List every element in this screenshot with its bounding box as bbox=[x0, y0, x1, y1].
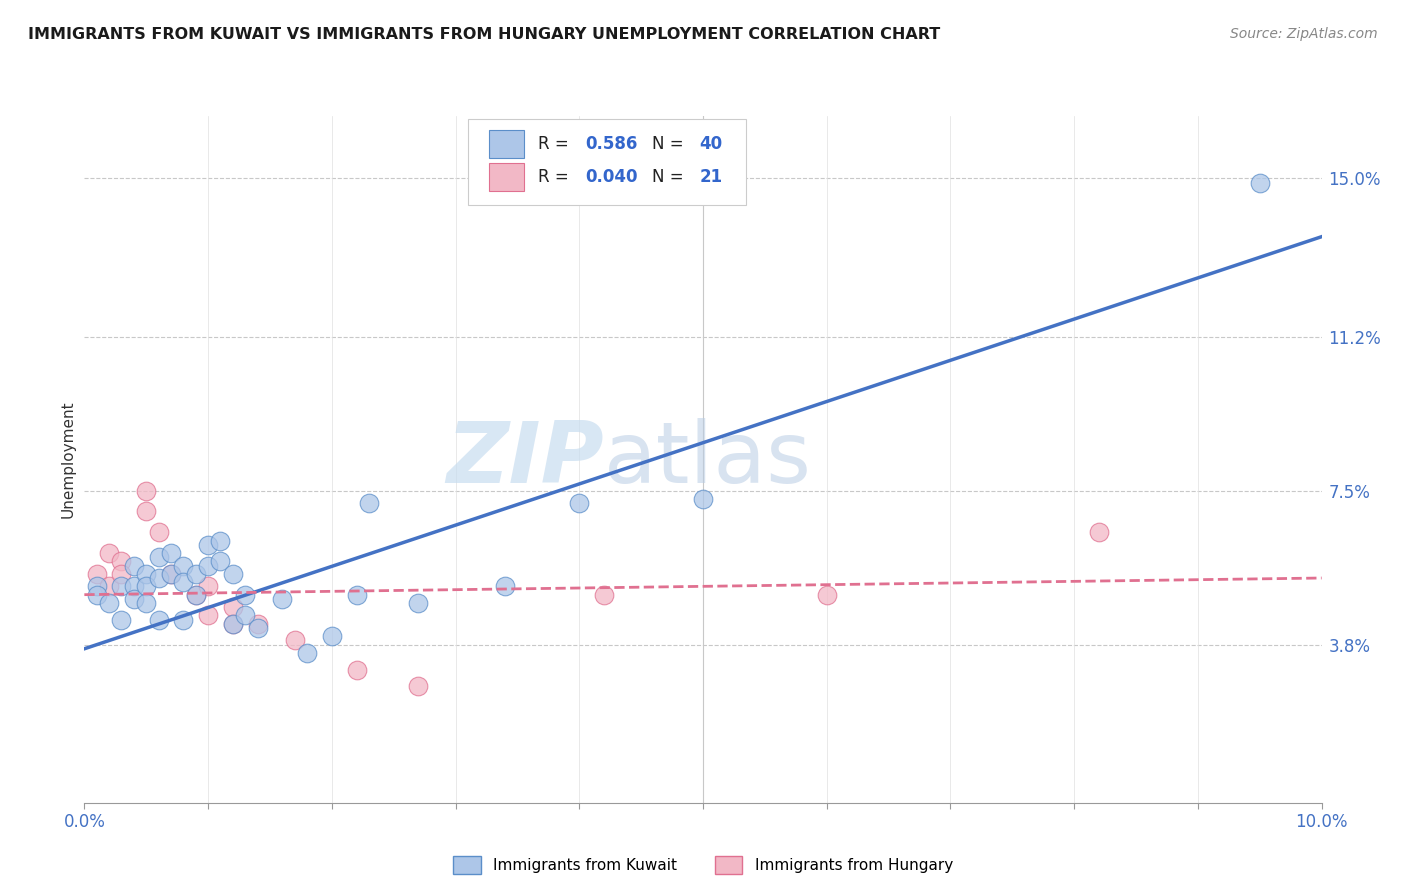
Point bbox=[271, 591, 294, 606]
Text: ZIP: ZIP bbox=[446, 417, 605, 501]
Point bbox=[209, 554, 232, 568]
Point bbox=[222, 600, 245, 615]
Point bbox=[135, 504, 157, 518]
Point bbox=[160, 566, 183, 581]
FancyBboxPatch shape bbox=[489, 163, 523, 191]
Point bbox=[408, 679, 430, 693]
Point bbox=[346, 588, 368, 602]
Point bbox=[209, 533, 232, 548]
Point bbox=[197, 608, 219, 623]
Point bbox=[160, 546, 183, 560]
Point bbox=[184, 588, 207, 602]
Point bbox=[148, 550, 170, 565]
Text: N =: N = bbox=[652, 168, 689, 186]
Point bbox=[110, 566, 132, 581]
Point bbox=[110, 579, 132, 593]
Point bbox=[222, 616, 245, 631]
Point bbox=[110, 613, 132, 627]
Point bbox=[1249, 176, 1271, 190]
Point bbox=[346, 663, 368, 677]
Point bbox=[184, 566, 207, 581]
Point bbox=[98, 579, 121, 593]
Text: 21: 21 bbox=[699, 168, 723, 186]
Point bbox=[160, 566, 183, 581]
Point bbox=[246, 621, 269, 635]
Point bbox=[135, 596, 157, 610]
Point bbox=[1088, 525, 1111, 540]
Point bbox=[233, 608, 256, 623]
Point bbox=[222, 616, 245, 631]
Point bbox=[110, 554, 132, 568]
Point bbox=[692, 491, 714, 506]
Point bbox=[408, 596, 430, 610]
Point bbox=[98, 546, 121, 560]
Point bbox=[86, 566, 108, 581]
Point bbox=[148, 525, 170, 540]
FancyBboxPatch shape bbox=[468, 120, 747, 205]
Text: R =: R = bbox=[538, 135, 575, 153]
FancyBboxPatch shape bbox=[489, 130, 523, 158]
Text: R =: R = bbox=[538, 168, 575, 186]
Point bbox=[135, 483, 157, 498]
Text: 0.586: 0.586 bbox=[585, 135, 638, 153]
Point bbox=[148, 571, 170, 585]
Y-axis label: Unemployment: Unemployment bbox=[60, 401, 76, 518]
Point bbox=[197, 558, 219, 573]
Text: 0.040: 0.040 bbox=[585, 168, 638, 186]
Point bbox=[295, 646, 318, 660]
Point bbox=[222, 566, 245, 581]
Point bbox=[494, 579, 516, 593]
Point bbox=[148, 613, 170, 627]
Point bbox=[172, 558, 194, 573]
Point bbox=[184, 588, 207, 602]
Point bbox=[197, 538, 219, 552]
Point bbox=[122, 591, 145, 606]
Point bbox=[135, 579, 157, 593]
Text: atlas: atlas bbox=[605, 417, 813, 501]
Point bbox=[172, 575, 194, 590]
Text: 40: 40 bbox=[699, 135, 723, 153]
Point bbox=[172, 613, 194, 627]
Point bbox=[357, 496, 380, 510]
Point bbox=[98, 596, 121, 610]
Point bbox=[86, 579, 108, 593]
Point bbox=[135, 566, 157, 581]
Point bbox=[197, 579, 219, 593]
Point bbox=[815, 588, 838, 602]
Point bbox=[321, 629, 343, 643]
Point bbox=[246, 616, 269, 631]
Point bbox=[593, 588, 616, 602]
Text: N =: N = bbox=[652, 135, 689, 153]
Point bbox=[284, 633, 307, 648]
Text: Source: ZipAtlas.com: Source: ZipAtlas.com bbox=[1230, 27, 1378, 41]
Legend: Immigrants from Kuwait, Immigrants from Hungary: Immigrants from Kuwait, Immigrants from … bbox=[447, 850, 959, 880]
Point bbox=[568, 496, 591, 510]
Point bbox=[122, 579, 145, 593]
Point bbox=[122, 558, 145, 573]
Text: IMMIGRANTS FROM KUWAIT VS IMMIGRANTS FROM HUNGARY UNEMPLOYMENT CORRELATION CHART: IMMIGRANTS FROM KUWAIT VS IMMIGRANTS FRO… bbox=[28, 27, 941, 42]
Point bbox=[86, 588, 108, 602]
Point bbox=[233, 588, 256, 602]
